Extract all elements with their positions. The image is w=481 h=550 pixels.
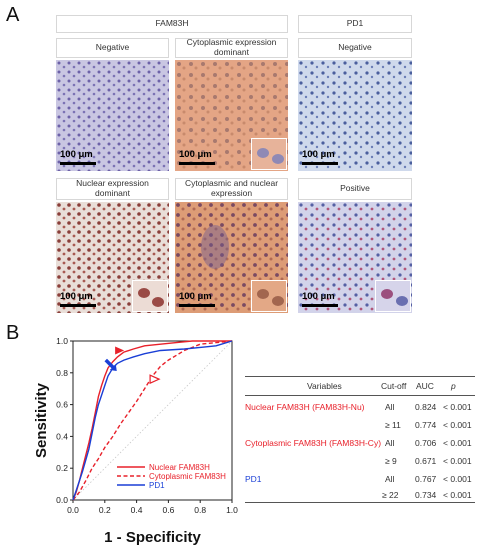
table-header-auc: AUC xyxy=(416,381,434,391)
micrograph-inset xyxy=(375,280,411,312)
y-tick-label: 0.4 xyxy=(56,431,68,441)
x-tick-label: 1.0 xyxy=(226,505,238,515)
caption-fam83h-nuclear: Nuclear expression dominant xyxy=(56,178,169,200)
cytoplasmic-cutoff-marker xyxy=(149,374,161,385)
table-cell-cutoff: All xyxy=(385,438,395,448)
group-header-fam83h: FAM83H xyxy=(56,15,288,33)
inset-texture xyxy=(376,281,410,311)
legend-label: PD1 xyxy=(149,481,165,490)
panel-b-letter: B xyxy=(6,322,20,344)
scale-bar xyxy=(302,162,338,165)
series-line-pd1 xyxy=(72,340,233,501)
scale-label: 100 μm xyxy=(60,291,93,302)
scale-label: 100 μm xyxy=(179,291,212,302)
caption-pd1-negative: Negative xyxy=(298,38,412,58)
x-axis-label: 1 - Specificity xyxy=(104,529,201,546)
y-tick-label: 1.0 xyxy=(56,336,68,346)
panel-a-letter: A xyxy=(6,4,20,26)
legend-label: Cytoplasmic FAM83H xyxy=(149,472,226,481)
micrograph-fam83h-nuclear: 100 μm xyxy=(56,202,169,313)
group-header-pd1: PD1 xyxy=(298,15,412,33)
table-cell-auc: 0.706 xyxy=(415,438,437,448)
table-cell-auc: 0.774 xyxy=(415,420,437,430)
table-cell-cutoff: ≥ 9 xyxy=(385,456,397,466)
micrograph-pd1-negative: 100 μm xyxy=(298,60,412,171)
table-header-variables: Variables xyxy=(307,381,342,391)
micrograph-inset xyxy=(132,280,168,312)
table-cell-auc: 0.671 xyxy=(415,456,437,466)
table-cell-p: < 0.001 xyxy=(443,402,472,412)
table-header-rule xyxy=(245,395,475,396)
series-line-nuclear-fam83h xyxy=(72,340,232,501)
x-tick-label: 0.8 xyxy=(194,505,206,515)
inset-texture xyxy=(252,139,286,169)
caption-pd1-positive: Positive xyxy=(298,178,412,200)
y-axis-label: Sensitivity xyxy=(33,382,50,458)
micrograph-pd1-positive: 100 μm xyxy=(298,202,412,313)
table-cell-variable: Nuclear FAM83H (FAM83H-Nu) xyxy=(245,402,365,412)
table-cell-auc: 0.734 xyxy=(415,490,437,500)
pd1-cutoff-arrow-shaft xyxy=(104,358,115,370)
table-cell-auc: 0.767 xyxy=(415,474,437,484)
x-tick-label: 0.2 xyxy=(99,505,111,515)
table-cell-variable: PD1 xyxy=(245,474,262,484)
plot-frame xyxy=(72,340,233,501)
micrograph-inset xyxy=(251,280,287,312)
scale-bar xyxy=(179,162,215,165)
auc-table: Variables Cut-off AUC p Nuclear FAM83H (… xyxy=(245,376,475,503)
table-cell-p: < 0.001 xyxy=(443,420,472,430)
table-cell-p: < 0.001 xyxy=(443,490,472,500)
reference-diagonal xyxy=(72,340,233,501)
micrograph-fam83h-cytoplasmic: 100 μm xyxy=(175,60,288,171)
micrograph-fam83h-negative: 100 μm xyxy=(56,60,169,171)
table-cell-cutoff: ≥ 11 xyxy=(385,420,401,430)
y-tick-label: 0.2 xyxy=(56,463,68,473)
pd1-cutoff-arrow-head xyxy=(109,364,117,372)
micrograph-fam83h-cyto-nuclear: 100 μm xyxy=(175,202,288,313)
caption-fam83h-cytoplasmic: Cytoplasmic expression dominant xyxy=(175,37,288,58)
y-tick-label: 0.6 xyxy=(56,400,68,410)
micrograph-inset xyxy=(251,138,287,170)
scale-bar xyxy=(302,304,338,307)
scale-bar xyxy=(60,162,96,165)
scale-label: 100 μm xyxy=(302,149,335,160)
table-cell-cutoff: ≥ 22 xyxy=(382,490,399,500)
inset-texture xyxy=(252,281,286,311)
table-top-rule xyxy=(245,376,475,377)
table-cell-auc: 0.824 xyxy=(415,402,437,412)
table-cell-p: < 0.001 xyxy=(443,438,472,448)
table-cell-p: < 0.001 xyxy=(443,456,472,466)
table-header-p: p xyxy=(451,381,456,391)
inset-texture xyxy=(133,281,167,311)
scale-label: 100 μm xyxy=(60,149,93,160)
nuclear-cutoff-marker xyxy=(115,346,125,355)
x-tick-label: 0.0 xyxy=(67,505,79,515)
y-tick-label: 0.0 xyxy=(56,495,68,505)
caption-fam83h-negative: Negative xyxy=(56,38,169,58)
roc-chart: 0.0 0.2 0.4 0.6 0.8 1.0 0.0 0.2 0.4 0.6 0.8 1.0 1 - … xyxy=(33,336,238,546)
caption-fam83h-cyto-nuclear: Cytoplasmic and nuclear expression xyxy=(175,178,288,200)
micrograph-pd1-negative-texture xyxy=(298,60,412,171)
y-tick-label: 0.8 xyxy=(56,368,68,378)
scale-bar xyxy=(179,304,215,307)
scale-label: 100 μm xyxy=(179,149,212,160)
scale-bar xyxy=(60,304,96,307)
micrograph-fam83h-negative-texture xyxy=(56,60,169,171)
x-tick-label: 0.6 xyxy=(162,505,174,515)
table-header-cutoff: Cut-off xyxy=(381,381,407,391)
table-cell-cutoff: All xyxy=(385,402,395,412)
x-tick-label: 0.4 xyxy=(131,505,143,515)
table-bottom-rule xyxy=(245,502,475,503)
table-cell-cutoff: All xyxy=(385,474,395,484)
table-cell-variable: Cytoplasmic FAM83H (FAM83H-Cy) xyxy=(245,438,382,448)
legend-label: Nuclear FAM83H xyxy=(149,463,210,472)
table-cell-p: < 0.001 xyxy=(443,474,472,484)
scale-label: 100 μm xyxy=(302,291,335,302)
